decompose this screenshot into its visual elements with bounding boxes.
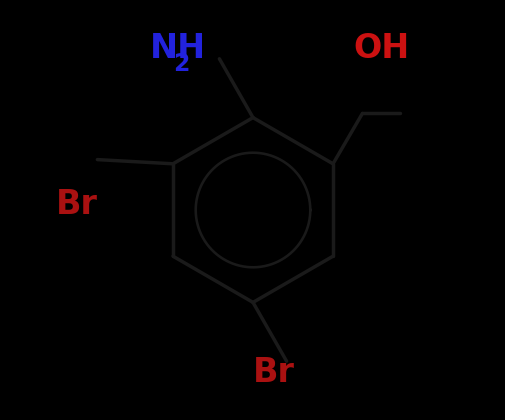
Text: OH: OH [353,32,409,65]
Text: Br: Br [56,187,97,220]
Text: Br: Br [252,355,294,388]
Text: NH: NH [150,32,206,65]
Text: 2: 2 [173,52,189,76]
